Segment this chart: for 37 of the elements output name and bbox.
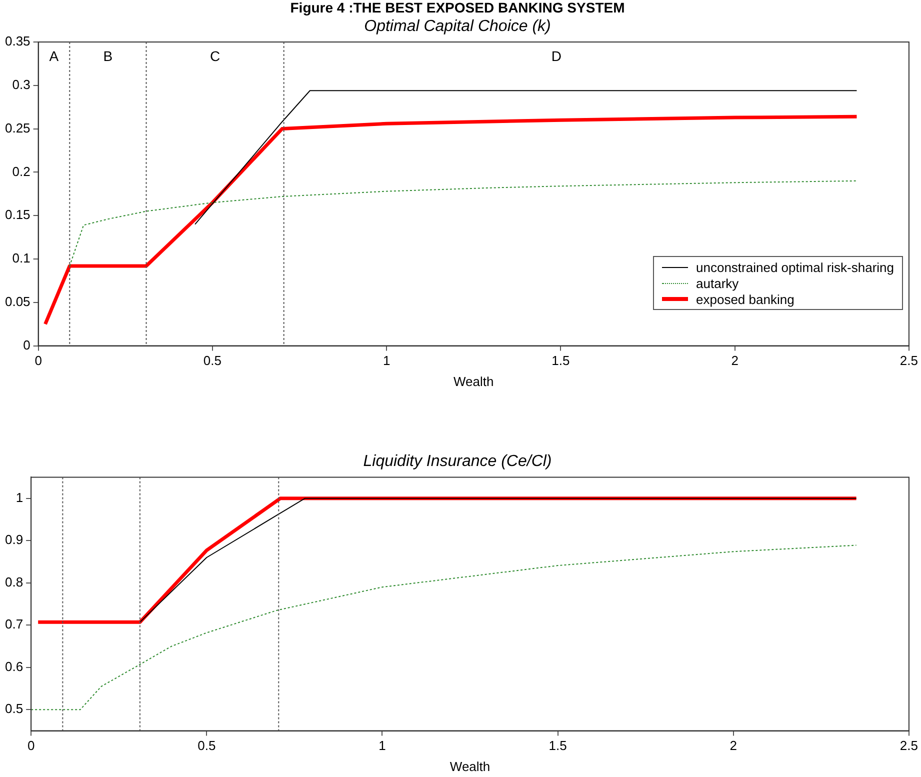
y-tick-label: 0.9 [4,532,24,548]
y-tick-label: 1 [16,490,24,505]
y-tick-label: 0.1 [12,250,30,266]
x-tick-label: 2.5 [900,353,918,368]
y-tick-label: 0.6 [4,658,24,674]
x-tick-label: 1 [382,353,390,368]
x-tick-label: 1.5 [552,353,570,368]
annotation: A [49,48,60,64]
annotation: C [210,48,220,64]
x-tick-label: 1 [378,738,386,754]
x-tick-label: 0.5 [198,738,216,754]
y-tick-label: 0.5 [4,701,24,716]
x-tick-label: 2.5 [900,738,918,754]
chart-title: Figure 4 :THE BEST EXPOSED BANKING SYSTEM [290,0,625,16]
legend-label: unconstrained optimal risk-sharing [696,260,894,274]
x-tick-label: 2 [730,738,738,754]
y-tick-label: 0.15 [4,207,30,222]
y-tick-label: 0.25 [4,120,30,136]
annotation: B [103,48,113,64]
x-axis-title: Wealth [454,374,494,389]
x-axis-title: Wealth [450,758,490,774]
x-tick-label: 0.5 [203,353,222,368]
legend-label: autarky [696,276,739,290]
y-tick-label: 0.2 [12,164,30,179]
chart-subtitle: Liquidity Insurance (Ce/Cl) [363,453,552,470]
legend-label: exposed banking [696,292,794,306]
y-tick-label: 0.3 [12,76,30,92]
annotation: D [551,48,562,64]
y-tick-label: 0.35 [4,34,30,49]
y-tick-label: 0.8 [4,574,24,590]
y-tick-label: 0.7 [4,616,24,632]
x-tick-label: 0 [34,353,42,368]
x-tick-label: 1.5 [548,738,567,754]
y-tick-label: 0 [23,337,30,352]
chart-subtitle: Optimal Capital Choice (k) [364,18,551,35]
y-tick-label: 0.05 [4,294,30,309]
x-tick-label: 2 [731,353,738,368]
